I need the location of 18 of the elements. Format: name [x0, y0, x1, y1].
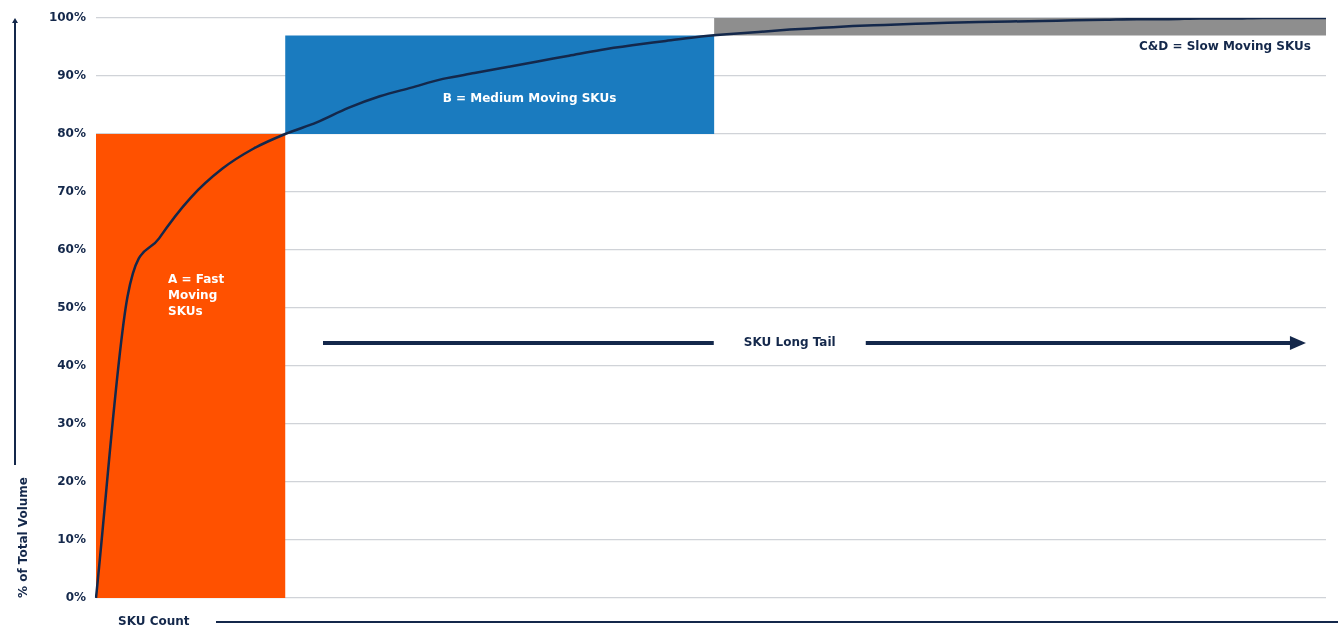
y-tick-label: 20% [57, 474, 86, 489]
band-label: B = Medium Moving SKUs [442, 90, 617, 105]
y-tick-label: 50% [57, 300, 86, 315]
y-tick-label: 90% [57, 68, 86, 83]
y-tick-label: 0% [65, 590, 86, 605]
annotation: SKU Long Tail [743, 334, 836, 349]
y-tick-label: 30% [57, 416, 86, 431]
y-tick-label: 10% [57, 532, 86, 547]
y-tick-label: 70% [57, 184, 86, 199]
band-label: C&D = Slow Moving SKUs [1139, 39, 1311, 54]
x-axis-title: SKU Count [118, 614, 190, 628]
band-label: A = Fast Moving SKUs [168, 271, 226, 319]
line-series [94, 18, 1328, 598]
y-axis-title: % of Total Volume [16, 477, 30, 598]
y-tick-label: 40% [57, 358, 86, 373]
y-tick-label: 80% [57, 126, 86, 141]
y-tick-label: 100% [48, 10, 86, 25]
y-tick-label: 60% [57, 242, 86, 257]
